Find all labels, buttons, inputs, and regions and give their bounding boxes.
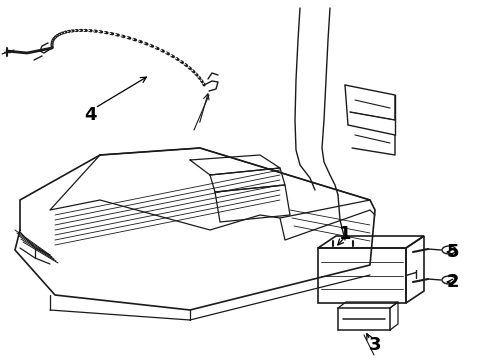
Text: 2: 2	[447, 273, 459, 291]
Text: 3: 3	[369, 336, 381, 354]
Text: 1: 1	[339, 225, 351, 243]
Text: 4: 4	[84, 106, 96, 124]
Text: 5: 5	[447, 243, 459, 261]
